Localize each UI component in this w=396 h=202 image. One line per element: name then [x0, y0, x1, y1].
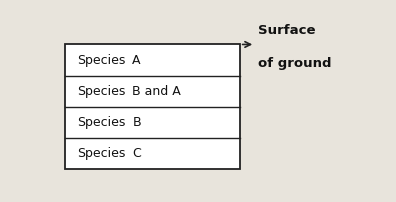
Text: A: A: [132, 54, 141, 66]
Text: C: C: [132, 147, 141, 160]
Text: B: B: [132, 116, 141, 129]
Text: B and A: B and A: [132, 85, 181, 98]
Text: Surface: Surface: [258, 24, 316, 37]
Text: of ground: of ground: [258, 57, 332, 70]
Text: Species: Species: [77, 85, 126, 98]
Text: Species: Species: [77, 147, 126, 160]
Bar: [65, 44, 240, 169]
Text: Species: Species: [77, 116, 126, 129]
Text: Species: Species: [77, 54, 126, 66]
